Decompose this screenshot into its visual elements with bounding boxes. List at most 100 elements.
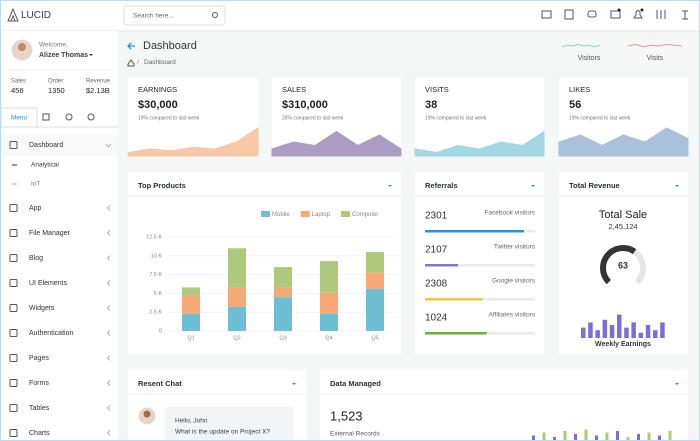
menu-chevron [106, 255, 111, 261]
caret[interactable] [531, 185, 535, 187]
submenu-item[interactable]: IoT [31, 181, 40, 188]
referral-label: Twitter visitors [494, 244, 536, 251]
back-arrow[interactable] [127, 42, 135, 50]
caret[interactable] [388, 185, 392, 187]
home-icon[interactable] [127, 59, 135, 67]
active-menu [0, 134, 118, 156]
search-box[interactable] [123, 5, 226, 26]
menu-item[interactable]: Charts [29, 430, 50, 437]
bar-segment [228, 306, 246, 331]
bar-segment [320, 261, 338, 293]
y-tick-label: 5 K [154, 291, 163, 297]
data-bar [626, 437, 630, 440]
weekly-bar [660, 322, 665, 338]
data-bar [658, 435, 661, 440]
card-title: LIKES [569, 85, 590, 94]
menu-item[interactable]: Pages [29, 355, 49, 362]
stat-label: Sales [11, 79, 26, 85]
progress-bar [425, 230, 524, 233]
menu-item[interactable]: Dashboard [29, 142, 63, 149]
menu-item[interactable]: Blog [29, 255, 43, 262]
settings-icon[interactable] [656, 10, 666, 19]
menu-item[interactable]: File Manager [29, 230, 71, 237]
logo [7, 7, 19, 22]
y-tick-label: 7.5 K [149, 272, 162, 278]
search-icon[interactable] [212, 12, 218, 18]
logout-icon[interactable] [682, 10, 688, 20]
menu-chevron [106, 405, 111, 411]
chat-icon[interactable] [587, 10, 597, 18]
menu-chevron [106, 330, 111, 336]
folder-icon[interactable] [541, 10, 552, 19]
revenue-heading: Total Sale [599, 209, 647, 221]
user-name[interactable]: Alizee Thomas [39, 52, 88, 59]
user-caret[interactable] [89, 54, 93, 56]
weekly-bar [595, 330, 600, 338]
menu-icon [9, 329, 18, 337]
weekly-bar [631, 322, 636, 338]
chat-title: Resent Chat [138, 379, 182, 388]
menu-chevron [106, 205, 111, 211]
referral-label: Affiliates visitors [489, 312, 536, 319]
menu-item[interactable]: Forms [29, 380, 49, 387]
menu-item[interactable]: Widgets [29, 305, 55, 312]
menu-icon [9, 404, 18, 412]
welcome: Welcome, [39, 42, 68, 49]
progress-bar [425, 264, 458, 267]
search-placeholder: Search here... [133, 13, 174, 20]
stat-label: Order [48, 79, 63, 85]
menu-chevron [106, 280, 111, 286]
revenue-panel [559, 172, 688, 354]
bar-segment [274, 267, 292, 288]
bar-segment [228, 287, 246, 307]
mail-icon[interactable] [610, 10, 621, 19]
mini-trend-line [561, 43, 601, 48]
menu-item[interactable]: UI Elements [29, 280, 68, 287]
referral-value: 1024 [425, 313, 448, 324]
weekly-label: Weekly Earnings [595, 341, 651, 348]
bar-segment [366, 252, 384, 273]
header [0, 0, 700, 32]
caret[interactable] [292, 383, 296, 385]
bar-segment [320, 292, 338, 314]
card-note: 25% compared to last week [282, 115, 344, 121]
caret[interactable] [675, 185, 679, 187]
card-value: $30,000 [138, 99, 178, 111]
tab-icon[interactable] [65, 113, 73, 121]
data-bar [605, 432, 609, 440]
breadcrumb[interactable]: Dashboard [144, 59, 176, 66]
bell-icon[interactable] [633, 10, 643, 19]
stat-value: $2.13B [86, 86, 110, 95]
caret[interactable] [675, 383, 679, 385]
menu-item[interactable]: App [29, 205, 42, 212]
menu-chevron [106, 430, 111, 436]
submenu-item[interactable]: Analytical [31, 162, 59, 169]
menu-chevron [105, 143, 112, 148]
data-bar [563, 431, 567, 440]
y-tick-label: 0 [159, 328, 162, 334]
x-tick-label: Q1 [187, 335, 194, 341]
weekly-bar [609, 325, 615, 338]
bar-segment [366, 272, 384, 289]
mail-badge [617, 8, 621, 12]
data-bar [668, 431, 672, 440]
menu-item[interactable]: Authentication [29, 330, 73, 337]
weekly-bar [588, 322, 593, 338]
weekly-bar [645, 325, 651, 338]
tab-icon[interactable] [42, 113, 50, 121]
header-icons [541, 8, 688, 20]
calendar-icon[interactable] [564, 9, 574, 20]
weekly-bar [653, 330, 658, 338]
referrals-panel [415, 172, 544, 354]
tab-icon[interactable] [87, 113, 95, 121]
progress-bar [425, 298, 483, 301]
y-tick-label: 12.5 K [146, 234, 162, 240]
menu-chevron [106, 380, 111, 386]
menu-icon [9, 229, 18, 237]
menu-item[interactable]: Tables [29, 405, 50, 412]
card-value: 38 [425, 99, 437, 111]
breadcrumb-sep: / [137, 59, 139, 66]
data-bar [595, 435, 598, 440]
brand: LUCID [21, 10, 51, 21]
